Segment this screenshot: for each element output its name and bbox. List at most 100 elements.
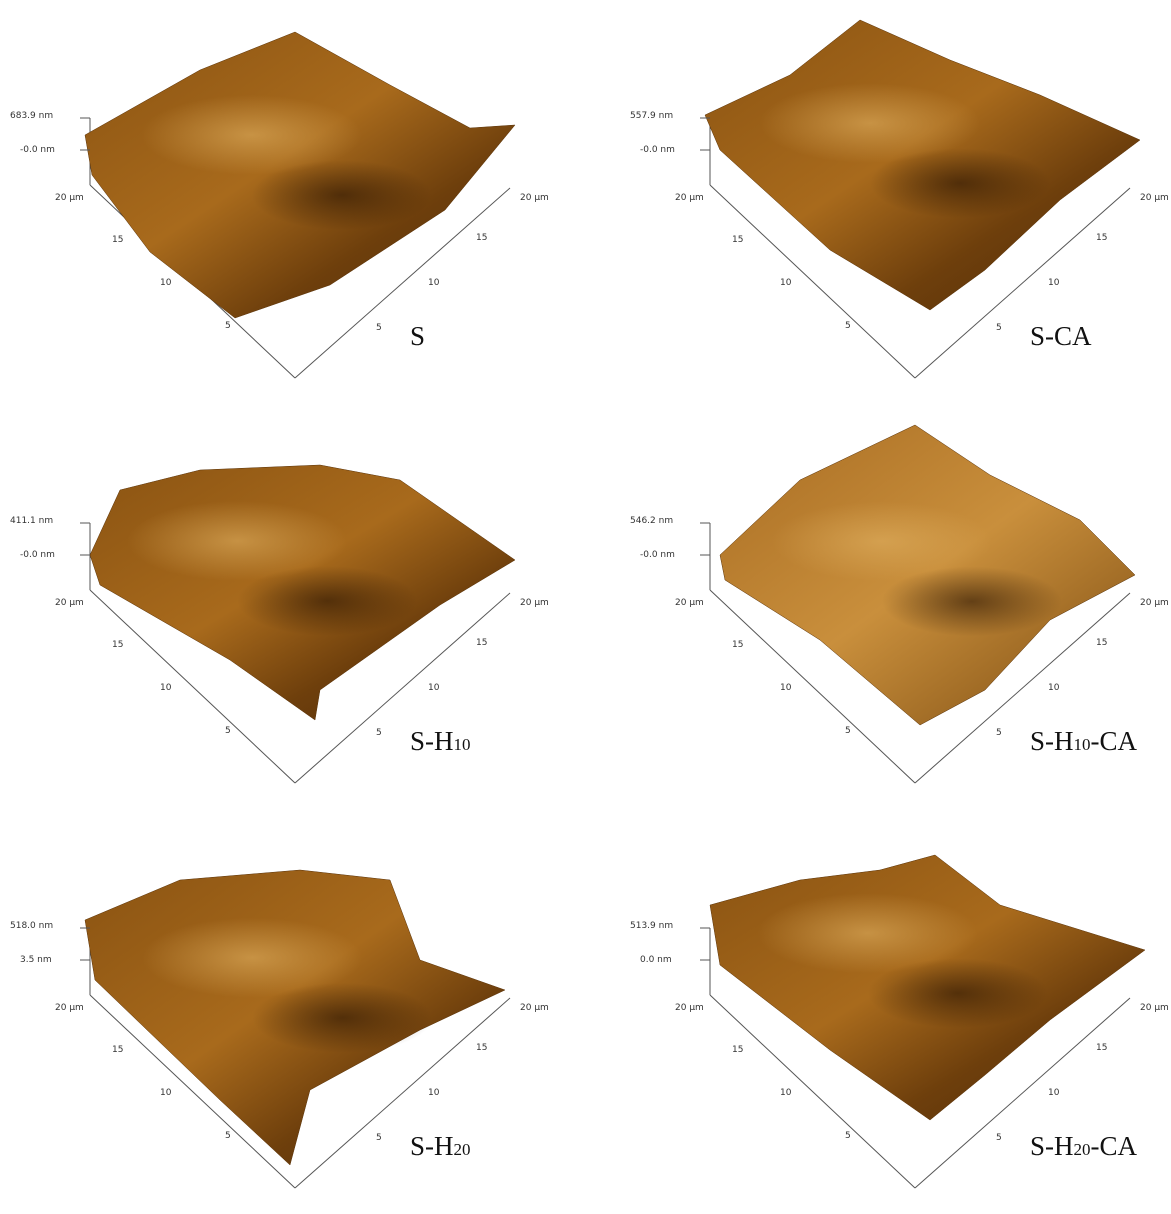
axis-tick-label: 10 [160,1088,172,1098]
z-max-label: 557.9 nm [630,111,673,121]
axis-tick-label: 20 µm [1140,193,1169,203]
axis-tick-label: 5 [996,1133,1002,1143]
axis-tick-label: 15 [732,640,743,650]
surface-highlight [771,501,992,582]
surface-highlight [127,500,348,581]
axis-tick-label: 15 [112,640,123,650]
panel-label-part: -CA [1091,726,1138,756]
axis-tick-label: 15 [1096,638,1107,648]
z-max-label: 546.2 nm [630,516,673,526]
panel-label-part: S-H [410,1131,454,1161]
surface-highlight [141,95,362,175]
panel-label-part: S [410,321,425,351]
axis-tick-label: 15 [1096,233,1107,243]
axis-tick-label: 20 µm [55,1003,84,1013]
axis-tick-label: 10 [428,1088,440,1098]
axis-tick-label: 20 µm [675,193,704,203]
axis-line [709,184,916,379]
axis-tick-label: 5 [376,323,382,333]
axis-tick-label: 20 µm [520,1003,549,1013]
axis-tick-label: 10 [1048,683,1060,693]
afm-panel: 518.0 nm 3.5 nm 20 µm 20 µm 15 15 10 10 5 5 S-H20 [10,869,549,1189]
afm-panel: 557.9 nm -0.0 nm 20 µm 20 µm 15 15 10 10 5 5 S-CA [630,19,1169,379]
surface-highlight [142,917,363,998]
axis-tick-label: 5 [225,321,231,331]
surface-shadow [252,982,433,1053]
z-max-label: 411.1 nm [10,516,53,526]
axis-tick-label: 5 [225,726,231,736]
panel-label: S-H20-CA [1030,1131,1138,1161]
axis-tick-label: 20 µm [55,598,84,608]
z-max-label: 513.9 nm [630,921,673,931]
surface-shadow [251,160,432,230]
axis-line [294,187,511,379]
axis-tick-label: 20 µm [55,193,84,203]
afm-panel: 683.9 nm -0.0 nm 20 µm 20 µm 15 15 10 10 5 5 S [10,31,549,379]
axis-tick-label: 10 [428,278,440,288]
axis-line [89,994,296,1189]
surface-highlight [757,893,978,974]
axis-tick-label: 15 [1096,1043,1107,1053]
axis-line [914,997,1131,1189]
axis-line [294,592,511,784]
panel-label-part: S-CA [1030,321,1092,351]
panel-label-part: S-H [1030,726,1074,756]
axis-tick-label: 5 [996,323,1002,333]
panel-label: S-H10-CA [1030,726,1138,756]
z-min-label: -0.0 nm [640,550,675,560]
z-min-label: 0.0 nm [640,955,672,965]
panel-label-part: 10 [1074,735,1091,754]
axis-tick-label: 5 [845,321,851,331]
axis-line [709,994,916,1189]
axis-line [89,589,296,784]
axis-tick-label: 20 µm [520,193,549,203]
axis-tick-label: 5 [996,728,1002,738]
axis-tick-label: 5 [845,1131,851,1141]
axis-tick-label: 5 [376,1133,382,1143]
axis-tick-label: 10 [780,683,792,693]
panel-label-part: -CA [1091,1131,1138,1161]
axis-tick-label: 20 µm [1140,1003,1169,1013]
panel-label-part: 10 [454,735,471,754]
axis-tick-label: 10 [160,278,172,288]
panel-label: S-CA [1030,321,1092,351]
panel-label-part: 20 [1074,1140,1091,1159]
z-min-label: -0.0 nm [640,145,675,155]
panel-label-part: S-H [410,726,454,756]
axis-tick-label: 10 [780,278,792,288]
axis-tick-label: 15 [476,1043,487,1053]
axis-tick-label: 20 µm [1140,598,1169,608]
axis-tick-label: 15 [476,638,487,648]
axis-tick-label: 15 [112,1045,123,1055]
axis-tick-label: 15 [476,233,487,243]
panel-label: S-H20 [410,1131,471,1161]
surface-highlight [760,83,980,164]
axis-line [709,589,916,784]
surface-shadow [237,565,418,636]
panel-label-part: S-H [1030,1131,1074,1161]
axis-tick-label: 10 [428,683,440,693]
axis-tick-label: 5 [225,1131,231,1141]
axis-tick-label: 10 [160,683,172,693]
axis-tick-label: 10 [780,1088,792,1098]
axis-line [294,997,511,1189]
panel-label: S-H10 [410,726,471,756]
axis-tick-label: 20 µm [675,598,704,608]
axis-tick-label: 10 [1048,1088,1060,1098]
axis-tick-label: 15 [732,1045,743,1055]
axis-tick-label: 5 [376,728,382,738]
axis-tick-label: 5 [845,726,851,736]
panel-label-part: 20 [454,1140,471,1159]
surface-shadow [881,566,1062,637]
axis-tick-label: 20 µm [675,1003,704,1013]
axis-tick-label: 20 µm [520,598,549,608]
z-min-label: -0.0 nm [20,145,55,155]
axis-tick-label: 15 [112,235,123,245]
axis-line [914,592,1131,784]
z-min-label: 3.5 nm [20,955,52,965]
z-min-label: -0.0 nm [20,550,55,560]
axis-tick-label: 10 [1048,278,1060,288]
z-max-label: 683.9 nm [10,111,53,121]
